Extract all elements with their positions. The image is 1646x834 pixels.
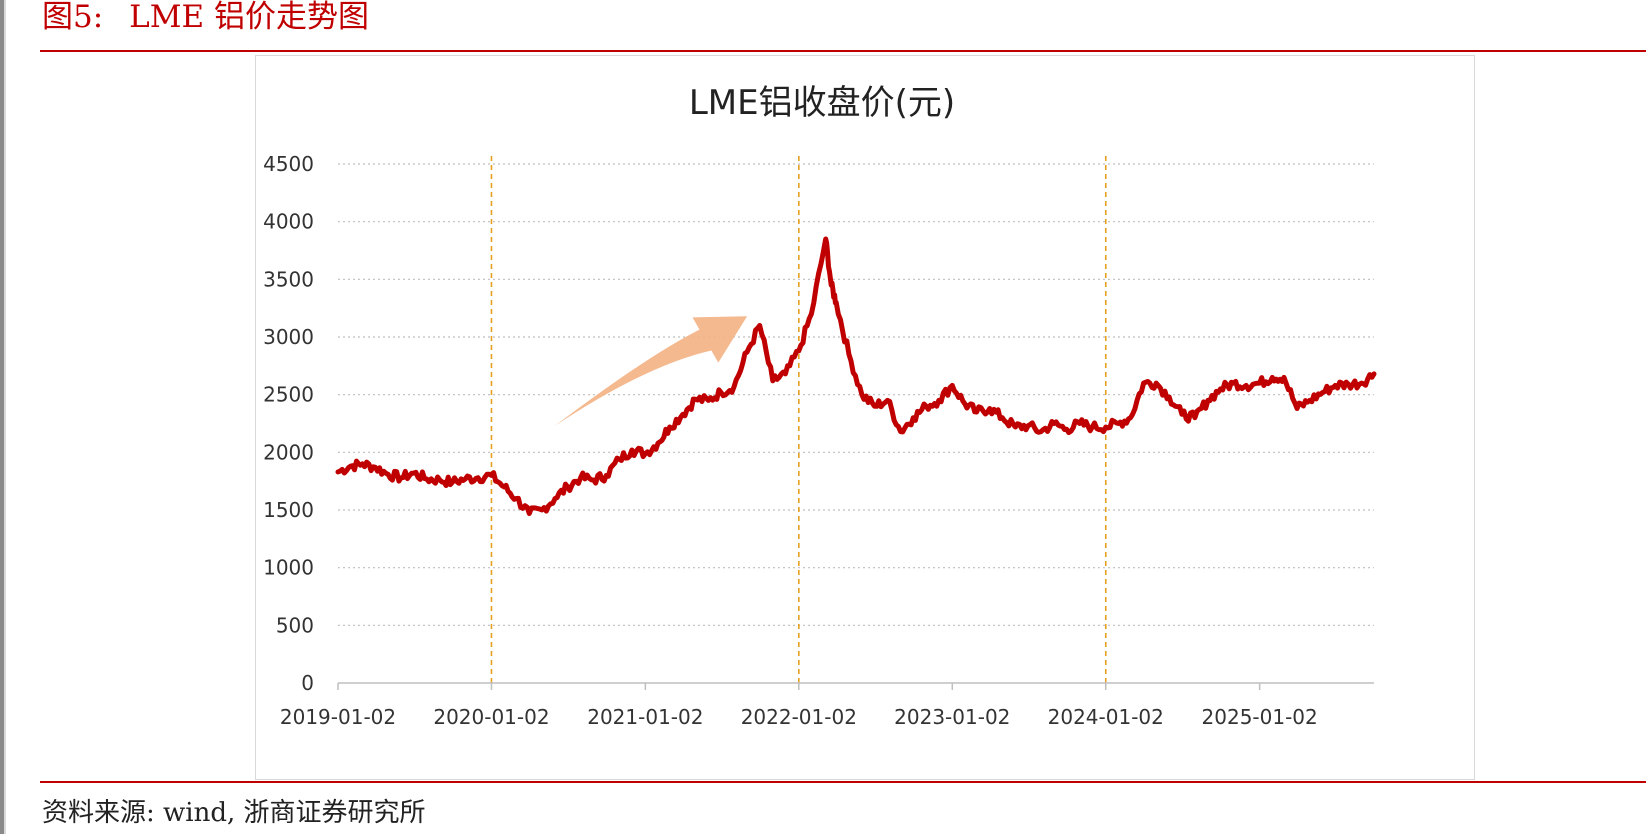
window-edge-shadow: [4, 0, 6, 834]
window-edge: [0, 0, 4, 834]
x-tick-label: 2023-01-02: [894, 705, 1010, 729]
trend-arrow-layer: [554, 316, 748, 426]
y-tick-label: 500: [276, 613, 314, 637]
x-tick-label: 2024-01-02: [1048, 705, 1164, 729]
y-tick-label: 2000: [263, 440, 314, 464]
top-rule: [40, 50, 1646, 52]
y-tick-label: 1500: [263, 498, 314, 522]
chart-frame: [255, 55, 1475, 780]
y-tick-labels: 0 500 1000 1500 2000 2500 3000 3500 4000 4500: [263, 152, 314, 695]
x-tick-labels: 2019-01-02 2020-01-02 2021-01-02 2022-01-02…: [280, 705, 1318, 729]
vertical-markers: [490, 156, 1107, 683]
y-tick-label: 0: [301, 671, 314, 695]
series-line: [335, 236, 1377, 516]
y-tick-label: 3000: [263, 325, 314, 349]
chart-title: LME铝收盘价(元): [689, 83, 955, 123]
y-tick-label: 4000: [263, 210, 314, 234]
y-tick-label: 4500: [263, 152, 314, 176]
bottom-rule: [40, 781, 1646, 783]
x-tick-label: 2021-01-02: [587, 705, 703, 729]
x-tick-label: 2022-01-02: [741, 705, 857, 729]
figure-number: 图5:: [42, 0, 104, 35]
y-tick-label: 2500: [263, 383, 314, 407]
x-tick-label: 2019-01-02: [280, 705, 396, 729]
y-tick-label: 3500: [263, 267, 314, 291]
figure-title: 图5: LME 铝价走势图: [42, 0, 369, 40]
x-tick-label: 2025-01-02: [1202, 705, 1318, 729]
source-note: 资料来源: wind, 浙商证券研究所: [42, 798, 426, 828]
trend-arrow: [554, 316, 748, 426]
figure-title-text: LME 铝价走势图: [129, 0, 369, 35]
y-tick-label: 1000: [263, 556, 314, 580]
x-axis: [337, 682, 1374, 690]
series-layer: [335, 236, 1377, 516]
x-tick-label: 2020-01-02: [433, 705, 549, 729]
